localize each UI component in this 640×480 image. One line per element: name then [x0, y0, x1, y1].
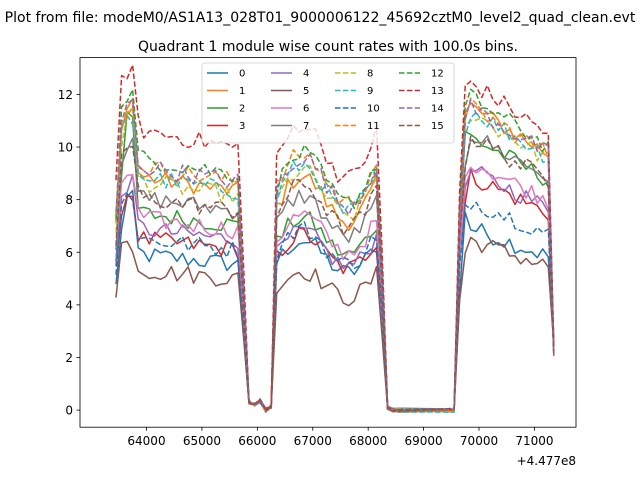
- legend-label-10: 10: [367, 104, 380, 115]
- axes-frame: [79, 57, 577, 428]
- series-line-9: [115, 111, 555, 413]
- y-tick-label: 10: [58, 141, 73, 155]
- series-line-14: [115, 99, 555, 412]
- y-axis: 0 2 4 6 8 10 12: [58, 88, 80, 418]
- series-line-2: [115, 111, 555, 413]
- legend-label-2: 2: [239, 104, 245, 115]
- legend-label-0: 0: [239, 69, 245, 80]
- x-tick-label: 70000: [460, 434, 498, 448]
- series-line-3: [115, 168, 555, 413]
- legend-label-1: 1: [239, 86, 245, 97]
- y-tick-label: 0: [65, 404, 73, 418]
- y-tick-label: 2: [65, 351, 73, 365]
- series-line-4: [115, 166, 555, 413]
- legend-label-13: 13: [431, 86, 444, 97]
- legend-label-11: 11: [367, 121, 380, 132]
- series-line-7: [115, 135, 555, 411]
- series-line-6: [115, 166, 555, 412]
- x-axis: 64000 65000 66000 67000 68000 69000 70000 71000: [127, 427, 554, 448]
- legend-label-14: 14: [431, 104, 444, 115]
- x-tick-label: 66000: [238, 434, 276, 448]
- legend-label-9: 9: [367, 86, 373, 97]
- series-line-0: [115, 189, 555, 412]
- series-line-10: [115, 192, 555, 412]
- figure-suptitle: Plot from file: modeM0/AS1A13_028T01_900…: [5, 10, 636, 26]
- legend-label-5: 5: [303, 86, 309, 97]
- legend-label-7: 7: [303, 121, 309, 132]
- y-tick-label: 4: [65, 298, 73, 312]
- x-tick-label: 64000: [127, 434, 165, 448]
- legend-label-4: 4: [303, 69, 309, 80]
- legend-box: [201, 62, 455, 144]
- chart-title: Quadrant 1 module wise count rates with …: [138, 39, 518, 55]
- series-line-15: [115, 135, 555, 413]
- legend-label-3: 3: [239, 121, 245, 132]
- y-tick-label: 6: [65, 246, 73, 260]
- legend-label-15: 15: [431, 121, 444, 132]
- legend-label-6: 6: [303, 104, 309, 115]
- legend-label-12: 12: [431, 69, 444, 80]
- x-tick-label: 68000: [349, 434, 387, 448]
- y-tick-label: 12: [58, 88, 73, 102]
- series-line-1: [115, 97, 555, 413]
- legend-label-8: 8: [367, 69, 373, 80]
- y-tick-label: 8: [65, 193, 73, 207]
- x-tick-label: 67000: [294, 434, 332, 448]
- x-tick-label: 69000: [405, 434, 443, 448]
- x-tick-label: 71000: [515, 434, 553, 448]
- series-line-5: [115, 236, 555, 412]
- x-offset-label: +4.477e8: [517, 454, 576, 468]
- x-tick-label: 65000: [183, 434, 221, 448]
